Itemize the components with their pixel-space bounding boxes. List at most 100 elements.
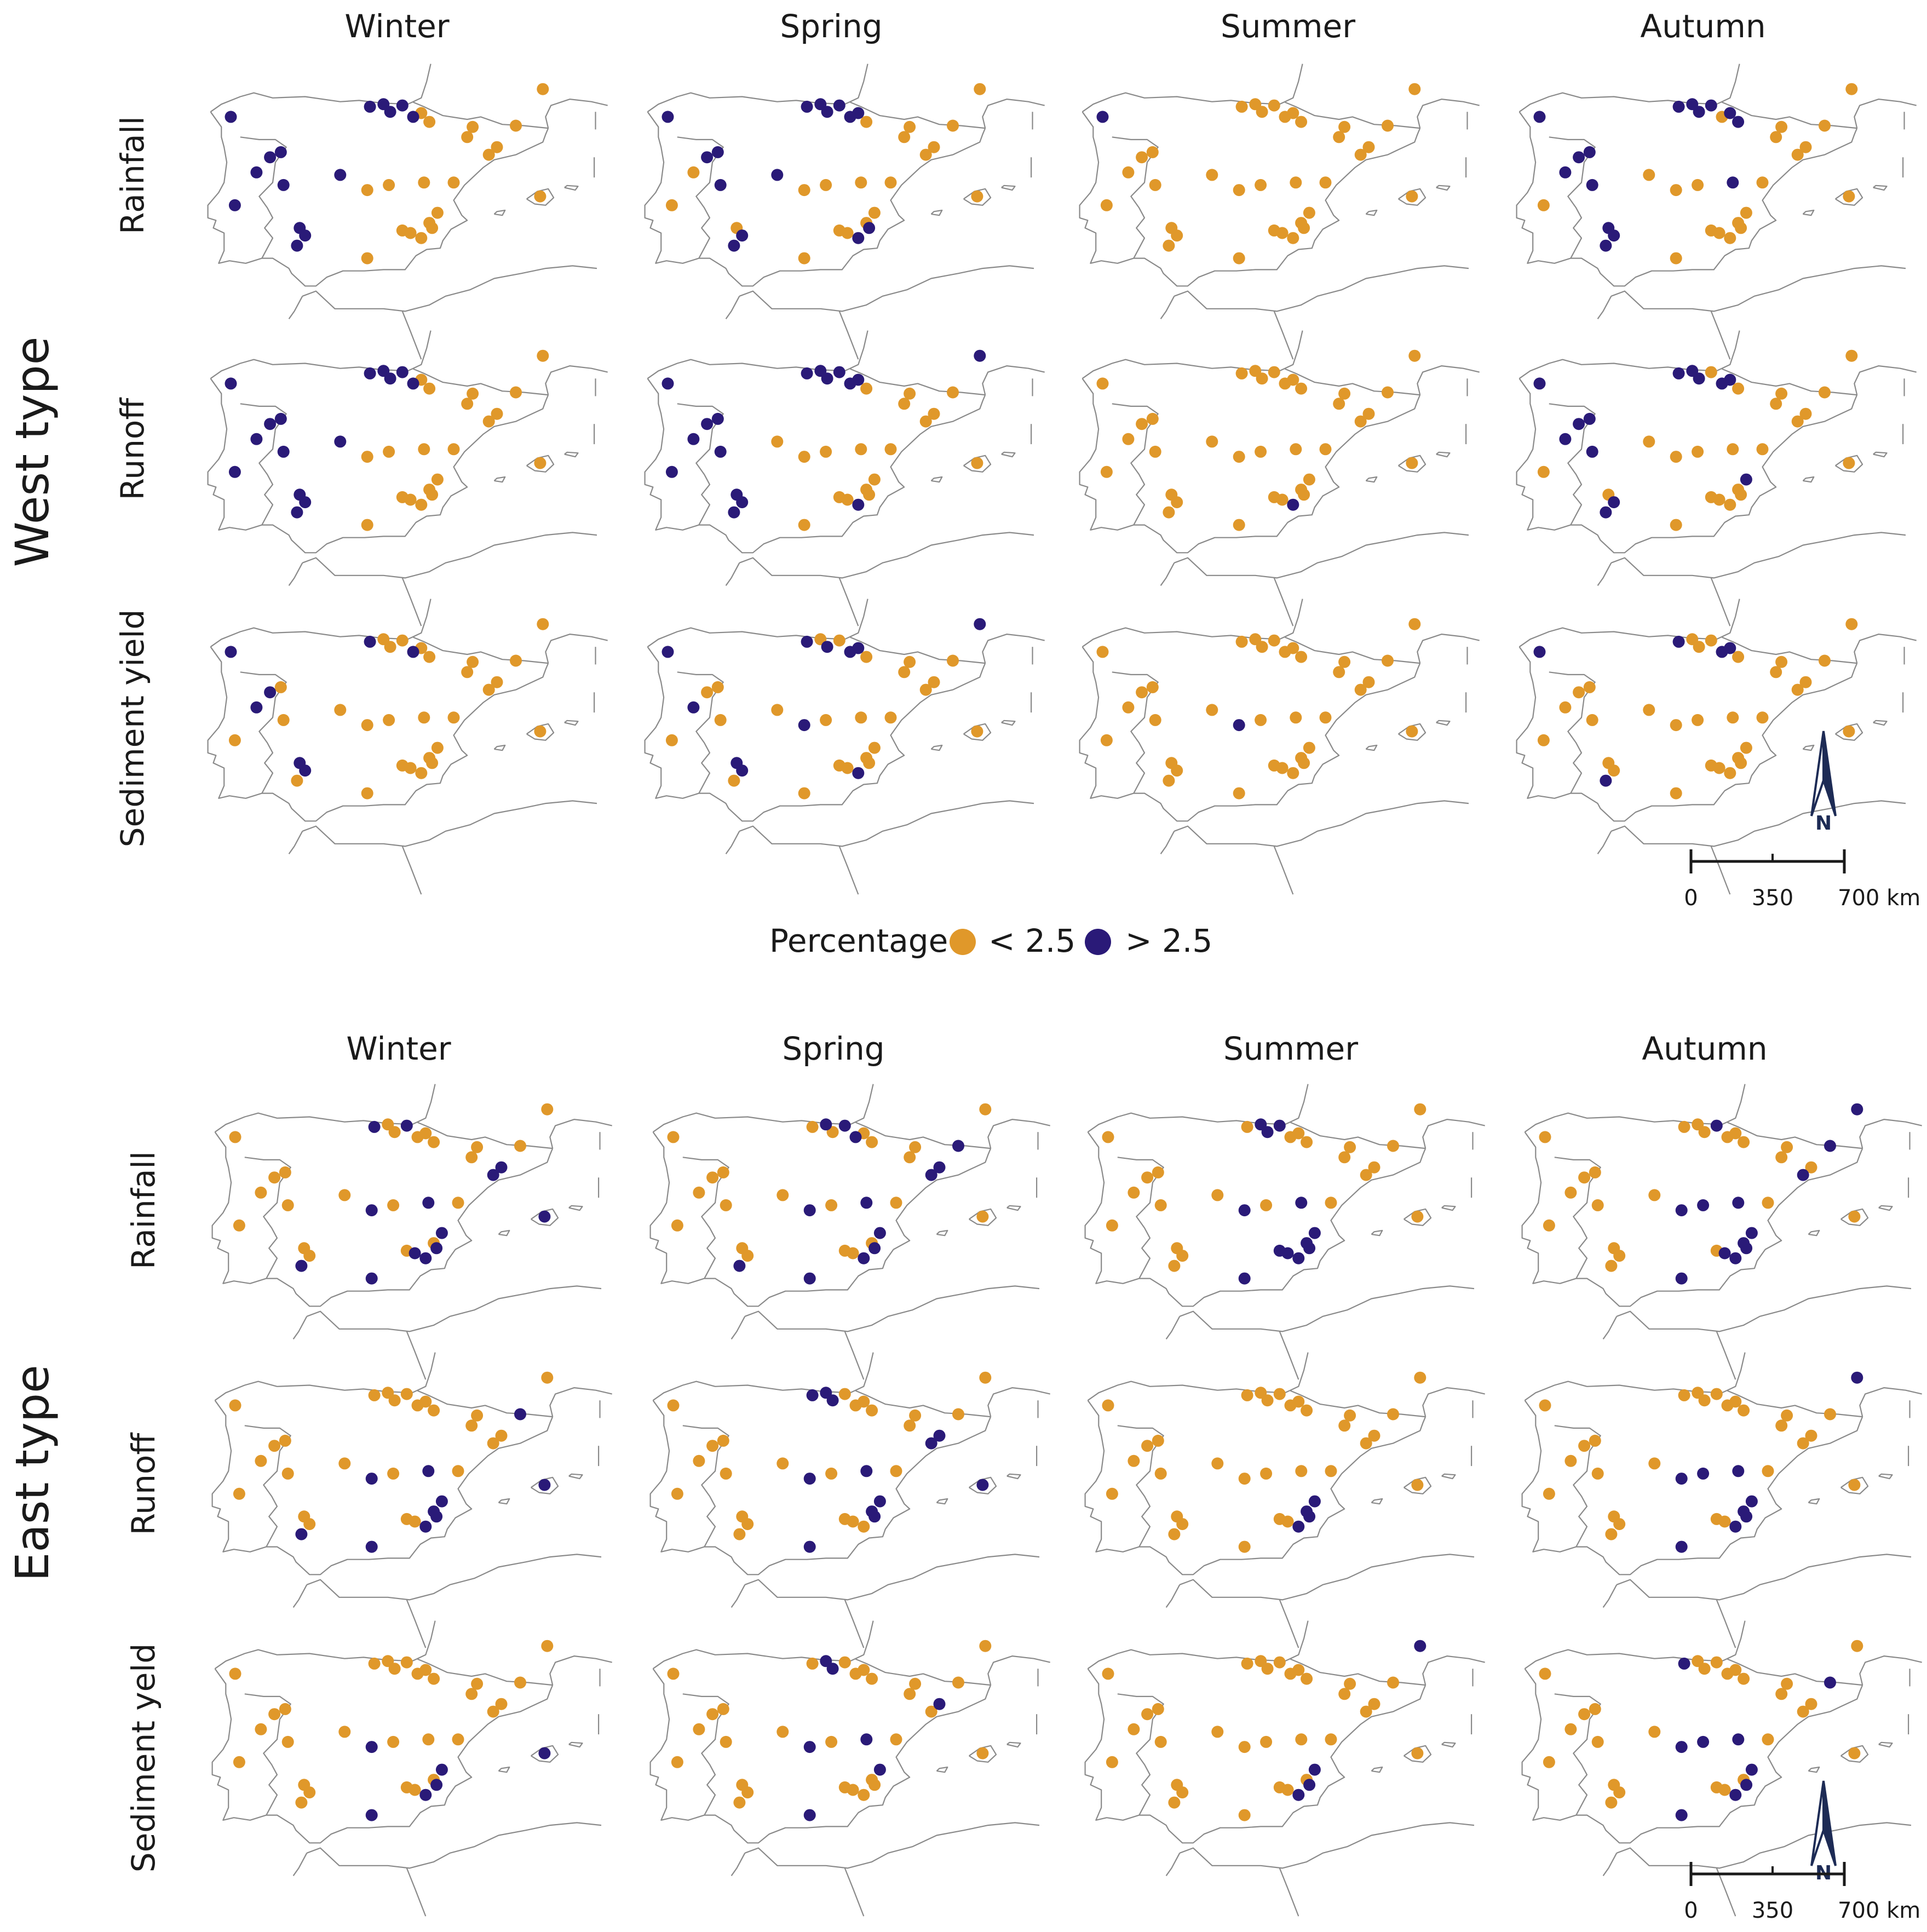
coastline-segment <box>1179 1285 1475 1332</box>
station-marker-low <box>1539 1399 1551 1412</box>
coastline-segment <box>1597 831 1612 854</box>
station-marker-high <box>665 465 678 478</box>
station-marker-low <box>1605 1260 1618 1272</box>
coastline-segment <box>1854 365 1917 395</box>
station-marker-low <box>491 141 503 153</box>
station-marker-low <box>1797 1437 1809 1450</box>
station-marker-low <box>1287 767 1299 779</box>
station-marker-high <box>1559 433 1572 445</box>
coastline-segment <box>207 646 549 822</box>
coastline-segment <box>210 599 432 648</box>
station-marker-low <box>423 116 436 128</box>
coastline-segment <box>1802 744 1815 751</box>
station-marker-high <box>1533 646 1546 658</box>
station-marker-low <box>1141 1440 1154 1452</box>
station-marker-high <box>1732 1733 1745 1746</box>
station-marker-low <box>1727 711 1739 724</box>
station-marker-low <box>1128 1454 1140 1467</box>
station-marker-low <box>1411 1479 1424 1491</box>
station-marker-high <box>1414 1640 1426 1652</box>
station-marker-high <box>250 166 263 179</box>
coastline-segment <box>211 1400 554 1576</box>
station-marker-low <box>952 1408 964 1421</box>
station-marker-low <box>1319 711 1332 724</box>
station-marker-low <box>334 704 347 716</box>
station-marker-low <box>1163 774 1175 787</box>
station-marker-low <box>541 1103 554 1116</box>
coastline-segment <box>211 1131 554 1307</box>
station-marker-low <box>1360 1437 1372 1450</box>
station-marker-low <box>1408 618 1421 630</box>
station-marker-low <box>976 1210 989 1223</box>
station-marker-low <box>422 1733 435 1746</box>
coastline-segment <box>1716 1867 1736 1917</box>
station-marker-high <box>1233 719 1245 732</box>
coastline-segment <box>1112 671 1159 794</box>
station-marker-low <box>1325 1197 1337 1209</box>
station-marker-low <box>1408 349 1421 362</box>
station-marker-low <box>295 1796 308 1809</box>
coastline-segment <box>838 846 859 895</box>
station-marker-low <box>482 148 495 161</box>
station-marker-low <box>1678 1120 1690 1133</box>
station-marker-low <box>890 1197 902 1209</box>
station-marker-low <box>1843 190 1855 203</box>
map-panel-west-r2-autumn <box>1516 330 1917 626</box>
station-marker-high <box>1675 1473 1688 1485</box>
coastline-segment <box>306 1285 602 1332</box>
coastline-segment <box>1808 1766 1820 1773</box>
station-marker-low <box>1206 435 1218 448</box>
station-marker-low <box>1564 1723 1577 1735</box>
station-marker-high <box>1303 1510 1316 1523</box>
station-marker-low <box>447 711 460 724</box>
station-marker-low <box>1613 1786 1626 1799</box>
station-marker-low <box>1775 1688 1788 1700</box>
station-marker-high <box>1675 1540 1688 1553</box>
north-arrow-left-half-2 <box>1810 1780 1825 1866</box>
station-marker-high <box>852 498 865 511</box>
coastline-segment <box>549 1118 612 1149</box>
station-marker-low <box>1238 1540 1251 1553</box>
station-marker-high <box>435 1495 448 1508</box>
station-marker-low <box>1406 725 1418 738</box>
station-marker-low <box>928 676 940 688</box>
station-marker-low <box>1146 412 1159 425</box>
station-marker-low <box>387 1199 400 1211</box>
station-marker-low <box>890 1465 902 1477</box>
station-marker-low <box>667 1399 680 1412</box>
coastline-segment <box>682 1693 729 1816</box>
station-marker-high <box>873 1495 886 1508</box>
coastline-segment <box>288 296 303 319</box>
coastline-segment <box>1082 64 1303 113</box>
station-marker-high <box>820 1118 832 1131</box>
station-marker-high <box>1724 373 1736 386</box>
station-marker-high <box>1732 1465 1745 1477</box>
coastline-segment <box>1365 476 1378 483</box>
station-marker-low <box>733 1528 746 1540</box>
station-marker-low <box>868 473 881 486</box>
station-marker-low <box>1851 1640 1863 1652</box>
station-marker-low <box>720 1735 732 1748</box>
station-marker-high <box>1672 100 1685 113</box>
station-marker-high <box>736 496 749 509</box>
station-marker-high <box>1732 116 1745 128</box>
station-marker-low <box>281 1735 294 1748</box>
station-marker-low <box>1762 1465 1774 1477</box>
station-marker-high <box>1697 1199 1710 1211</box>
station-marker-low <box>482 415 495 428</box>
station-marker-high <box>852 373 865 386</box>
station-marker-low <box>1608 764 1620 777</box>
station-marker-low <box>383 445 395 458</box>
station-marker-low <box>383 714 395 726</box>
station-marker-high <box>1608 496 1620 509</box>
map-panel-west-r2-spring <box>644 330 1045 626</box>
station-marker-high <box>1303 1779 1316 1791</box>
coastline-segment <box>1273 311 1294 360</box>
coastline-segment <box>568 1473 583 1480</box>
station-marker-high <box>1533 377 1546 390</box>
station-marker-low <box>1233 787 1245 800</box>
map-panel-east-r1-autumn <box>1521 1084 1922 1380</box>
station-marker-low <box>776 1189 789 1201</box>
station-marker-low <box>537 349 549 362</box>
